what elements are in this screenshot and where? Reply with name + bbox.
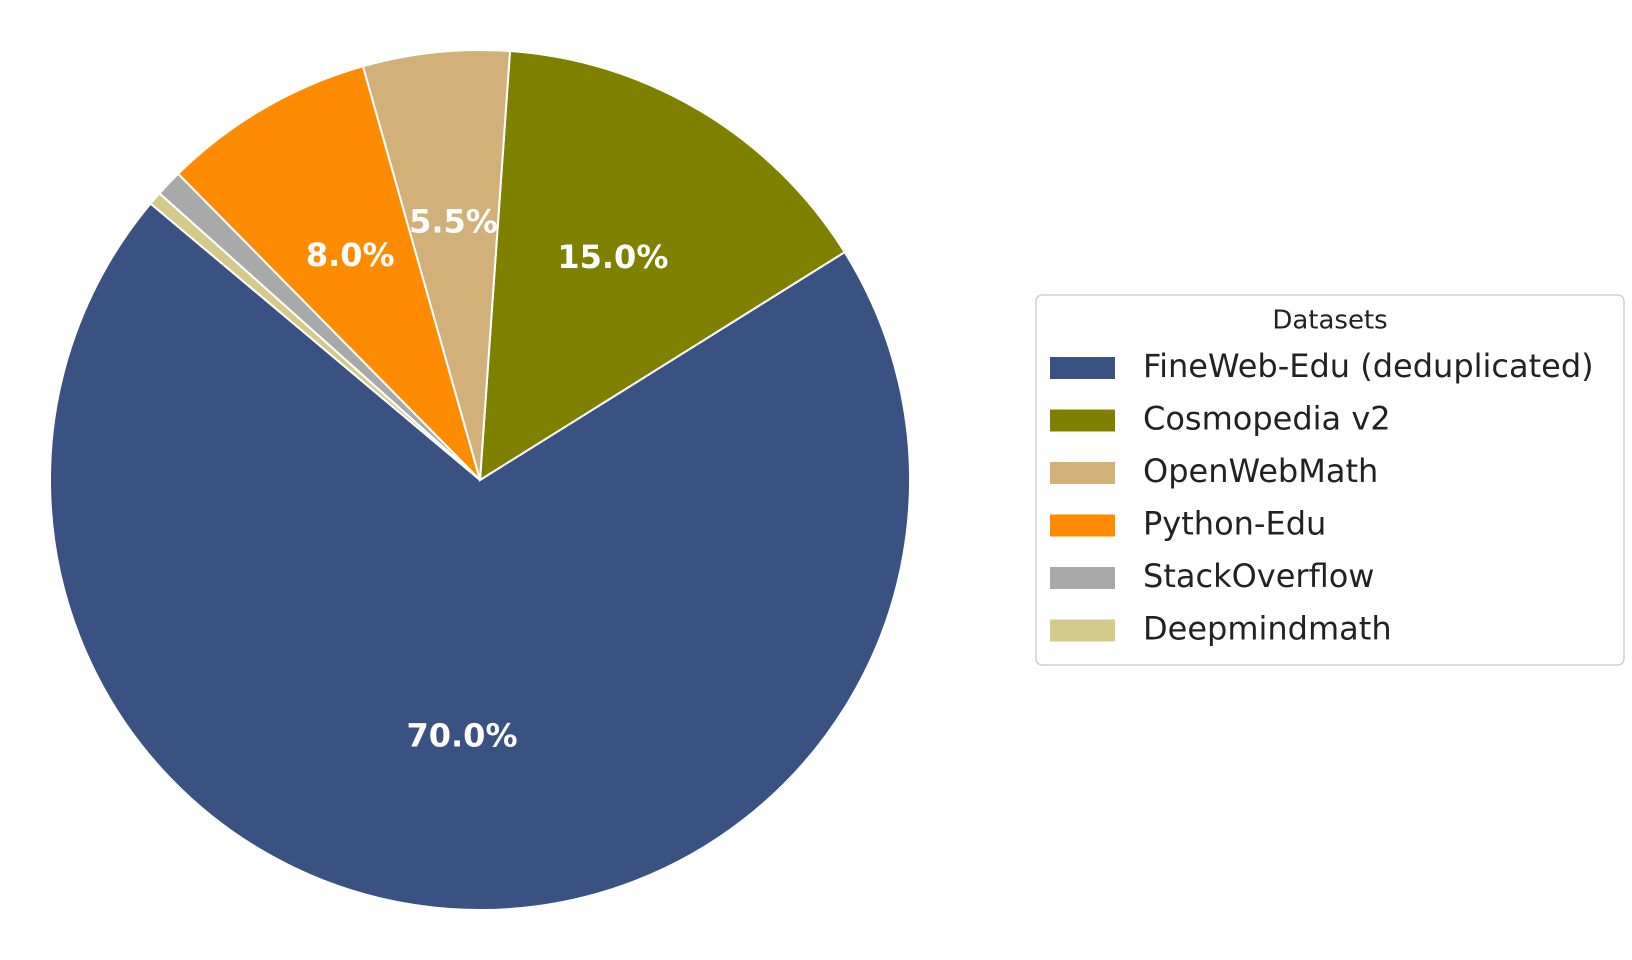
legend-label: Cosmopedia v2: [1143, 400, 1391, 438]
legend-swatch: [1050, 357, 1115, 379]
legend-label: Python-Edu: [1143, 505, 1326, 543]
legend-label: Deepmindmath: [1143, 610, 1392, 648]
legend-label: StackOverflow: [1143, 557, 1374, 595]
slice-label: 8.0%: [306, 236, 395, 274]
slice-label: 5.5%: [409, 202, 498, 240]
legend-label: FineWeb-Edu (deduplicated): [1143, 347, 1594, 385]
slice-label: 15.0%: [557, 238, 668, 276]
legend-swatch: [1050, 514, 1115, 537]
legend-swatch: [1050, 619, 1115, 642]
legend-frame: [1035, 294, 1625, 666]
slice-label: 70.0%: [406, 716, 517, 754]
pie-slice: [361, 49, 512, 481]
legend-swatch: [1050, 567, 1115, 589]
pie-slice: [478, 49, 847, 482]
legend-label: OpenWebMath: [1143, 452, 1378, 490]
legend-title: Datasets: [1272, 306, 1387, 336]
pie-slice: [49, 202, 911, 911]
legend: Datasets FineWeb-Edu (deduplicated) Cosmo…: [1035, 294, 1625, 666]
legend-swatch: [1050, 409, 1115, 432]
pie: 70.0% 15.0% 5.5% 8.0%: [49, 49, 911, 911]
pie-slice: [176, 65, 481, 481]
pie-slice: [149, 191, 481, 481]
legend-swatch: [1050, 462, 1115, 484]
